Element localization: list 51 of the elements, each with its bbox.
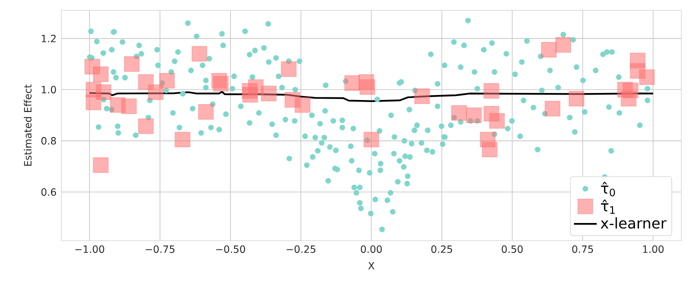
point bbox=[159, 72, 175, 88]
y-tick-label: 1.2 bbox=[42, 34, 56, 42]
x-tick-label: 0.00 bbox=[360, 245, 382, 253]
point bbox=[192, 46, 208, 62]
point bbox=[213, 76, 229, 92]
x-tick-label: −0.25 bbox=[286, 245, 316, 253]
point bbox=[174, 132, 190, 148]
y-tick-label: 0.8 bbox=[41, 137, 56, 145]
point bbox=[294, 97, 310, 113]
y-tick-label: 1.0 bbox=[42, 86, 56, 94]
point bbox=[568, 90, 584, 106]
point bbox=[466, 108, 482, 123]
point bbox=[414, 88, 430, 104]
x-tick-label: 0.75 bbox=[572, 245, 593, 253]
point bbox=[138, 74, 154, 90]
point bbox=[138, 118, 154, 134]
x-axis-title: X bbox=[368, 262, 374, 270]
point bbox=[198, 104, 214, 120]
point bbox=[86, 94, 102, 110]
point bbox=[281, 61, 297, 77]
point bbox=[124, 56, 140, 72]
point bbox=[93, 66, 109, 82]
y-axis-title: Estimated Effect bbox=[24, 84, 32, 166]
point bbox=[544, 100, 560, 116]
point bbox=[622, 82, 638, 98]
point bbox=[484, 83, 500, 99]
point bbox=[148, 84, 164, 100]
point bbox=[541, 42, 557, 58]
point bbox=[489, 113, 505, 129]
point bbox=[482, 142, 498, 158]
x-tick-label: −1.00 bbox=[75, 245, 104, 253]
x-tick-label: 0.50 bbox=[502, 245, 523, 253]
legend-label: τ̂$_{0}$ bbox=[600, 182, 615, 196]
legend-label: x-learner bbox=[600, 217, 666, 229]
x-tick-label: −0.75 bbox=[146, 245, 174, 253]
point bbox=[96, 84, 112, 100]
point bbox=[360, 79, 376, 95]
x-tick-label: 1.00 bbox=[643, 245, 664, 253]
x-tick-label: 0.25 bbox=[431, 245, 452, 253]
point bbox=[556, 37, 571, 53]
legend-label: τ̂$_{1}$ bbox=[600, 200, 615, 214]
y-tick-label: 0.6 bbox=[41, 188, 56, 196]
point bbox=[364, 132, 380, 148]
point bbox=[451, 105, 467, 121]
point bbox=[242, 87, 258, 102]
point bbox=[121, 98, 137, 114]
point bbox=[93, 157, 109, 173]
point bbox=[344, 75, 360, 91]
point bbox=[639, 69, 655, 85]
x-tick-label: −0.50 bbox=[216, 245, 246, 253]
point bbox=[261, 86, 276, 102]
